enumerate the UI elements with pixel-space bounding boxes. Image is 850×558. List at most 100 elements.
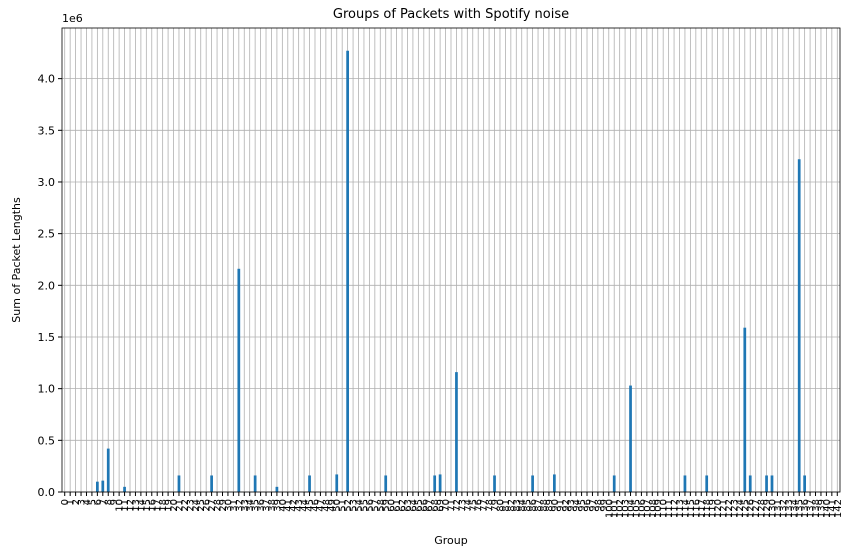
y-tick-label: 0.5 (38, 434, 56, 447)
x-tick-label: 133 (784, 499, 795, 518)
bar (96, 481, 99, 492)
x-tick-label: 85 (523, 499, 534, 512)
bar (346, 50, 349, 493)
bar (797, 159, 801, 492)
x-tick-label: 135 (795, 499, 806, 518)
x-tick-label: 42 (289, 499, 300, 512)
x-tick-label: 106 (637, 499, 648, 518)
x-tick-label: 98 (593, 499, 604, 512)
x-tick-label: 9 (109, 499, 120, 505)
bar (493, 475, 496, 492)
x-tick-label: 121 (719, 499, 730, 518)
y-tick-label: 2.0 (38, 279, 56, 292)
x-tick-label: 71 (447, 499, 458, 512)
x-tick-label: 39 (272, 499, 283, 512)
x-tick-label: 7 (98, 499, 109, 505)
bar (101, 480, 105, 492)
bar (253, 475, 257, 492)
bar (748, 475, 752, 492)
x-tick-label: 123 (729, 499, 740, 518)
x-tick-label: 53 (349, 499, 360, 512)
x-tick-label: 5 (87, 499, 98, 505)
x-tick-label: 28 (213, 499, 224, 512)
x-tick-label: 72 (452, 499, 463, 512)
x-tick-label: 36 (256, 499, 267, 512)
x-tick-label: 15 (142, 499, 153, 512)
bar (770, 475, 774, 492)
bar (275, 486, 279, 492)
bar (705, 475, 709, 492)
x-tick-label: 118 (702, 499, 713, 518)
x-tick-label: 119 (708, 499, 719, 518)
x-tick-label: 129 (762, 499, 773, 518)
x-tick-label: 37 (262, 499, 273, 512)
x-tick-label: 101 (610, 499, 621, 518)
x-tick-label: 78 (485, 499, 496, 512)
bar (438, 474, 442, 492)
x-tick-label: 108 (648, 499, 659, 518)
bar (455, 372, 458, 492)
x-tick-label: 125 (740, 499, 751, 518)
y-offset-label: 1e6 (62, 12, 83, 25)
x-tick-label: 64 (408, 499, 419, 512)
x-tick-label: 83 (512, 499, 523, 512)
x-tick-label: 19 (164, 499, 175, 512)
x-tick-label: 55 (359, 499, 370, 512)
x-tick-label: 25 (196, 499, 207, 512)
x-tick-label: 16 (147, 499, 158, 512)
bar (612, 475, 616, 492)
x-tick-label: 0 (60, 499, 71, 505)
x-tick-label: 137 (806, 499, 817, 518)
x-tick-label: 100 (604, 499, 615, 518)
bar (765, 475, 768, 492)
x-tick-label: 8 (104, 499, 115, 505)
x-tick-label: 48 (321, 499, 332, 512)
x-tick-label: 22 (180, 499, 191, 512)
y-tick-label: 3.5 (38, 124, 56, 137)
bar (177, 475, 181, 492)
x-tick-label: 38 (267, 499, 278, 512)
x-tick-label: 87 (534, 499, 545, 512)
x-tick-label: 110 (659, 499, 670, 518)
bar (629, 385, 632, 492)
x-tick-label: 120 (713, 499, 724, 518)
x-tick-label: 84 (517, 499, 528, 512)
x-tick-label: 76 (474, 499, 485, 512)
x-tick-label: 81 (501, 499, 512, 512)
x-tick-label: 43 (294, 499, 305, 512)
x-tick-label: 96 (583, 499, 594, 512)
x-tick-label: 139 (816, 499, 827, 518)
bar (683, 475, 687, 492)
bar (210, 475, 213, 492)
x-tick-label: 11 (120, 499, 131, 512)
x-tick-label: 93 (566, 499, 577, 512)
x-tick-label: 111 (664, 499, 675, 518)
x-tick-label: 1 (66, 499, 77, 505)
x-tick-label: 102 (615, 499, 626, 518)
x-tick-label: 29 (218, 499, 229, 512)
x-axis-label: Group (434, 534, 468, 547)
x-tick-label: 128 (757, 499, 768, 518)
x-tick-label: 63 (403, 499, 414, 512)
x-tick-label: 20 (169, 499, 180, 512)
x-tick-label: 109 (653, 499, 664, 518)
x-tick-label: 27 (207, 499, 218, 512)
y-tick-label: 1.5 (38, 331, 56, 344)
x-tick-label: 88 (539, 499, 550, 512)
x-tick-label: 34 (245, 499, 256, 512)
x-tick-label: 59 (381, 499, 392, 512)
x-tick-label: 77 (479, 499, 490, 512)
x-tick-label: 66 (419, 499, 430, 512)
bar (553, 474, 556, 492)
x-tick-label: 6 (93, 499, 104, 505)
y-tick-label: 2.5 (38, 228, 56, 241)
x-tick-label: 10 (115, 499, 126, 512)
x-tick-label: 89 (544, 499, 555, 512)
bar (433, 475, 437, 492)
x-tick-label: 60 (387, 499, 398, 512)
bar (106, 448, 110, 492)
x-tick-label: 47 (316, 499, 327, 512)
x-tick-label: 32 (234, 499, 245, 512)
x-tick-label: 30 (223, 499, 234, 512)
